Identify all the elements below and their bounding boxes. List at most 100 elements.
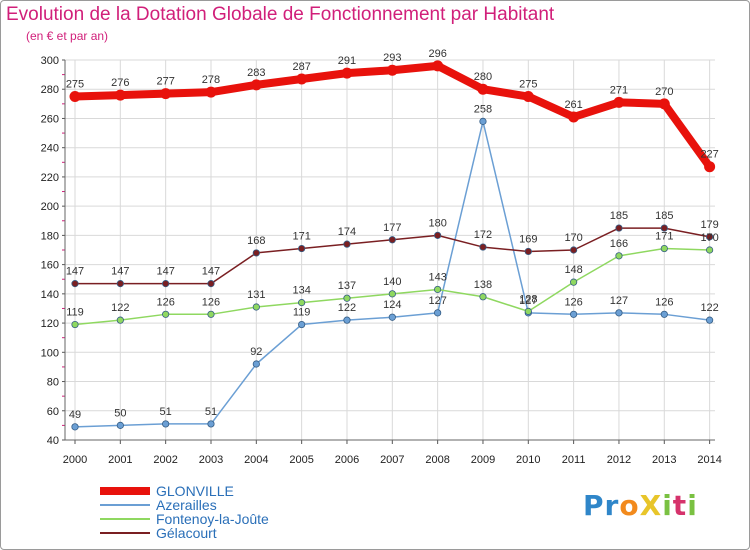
data-label: 126 — [564, 296, 582, 308]
data-label: 50 — [114, 407, 126, 419]
logo-letter: r — [604, 489, 620, 522]
data-label: 147 — [156, 266, 174, 278]
data-point — [434, 285, 442, 294]
y-tick-label: 280 — [41, 84, 59, 96]
data-point — [252, 360, 260, 368]
legend-label: Fontenoy-la-Joûte — [156, 511, 269, 527]
data-point — [706, 233, 714, 241]
data-label: 170 — [564, 232, 582, 244]
data-point — [568, 111, 580, 123]
y-tick-label: 160 — [41, 260, 59, 272]
y-tick-label: 220 — [41, 172, 59, 184]
y-tick-label: 60 — [47, 406, 59, 418]
logo-letter: i — [687, 489, 698, 522]
data-label: 143 — [428, 271, 446, 283]
data-point — [479, 117, 487, 125]
x-tick-label: 2010 — [516, 454, 540, 466]
data-point — [114, 89, 126, 101]
data-point — [524, 247, 532, 256]
data-label: 169 — [519, 233, 537, 245]
y-tick-label: 260 — [41, 113, 59, 125]
data-label: 147 — [111, 266, 129, 278]
x-tick-label: 2003 — [199, 454, 223, 466]
data-point — [71, 423, 79, 431]
data-point — [298, 299, 306, 307]
data-point — [479, 243, 487, 251]
data-point — [386, 64, 398, 76]
data-label: 168 — [247, 235, 265, 247]
chart-subtitle: (en € et par an) — [26, 29, 109, 43]
data-point — [432, 60, 444, 72]
data-label: 261 — [564, 99, 582, 111]
data-point — [570, 278, 578, 286]
data-label: 171 — [292, 231, 310, 243]
data-label: 148 — [564, 264, 582, 276]
legend-swatch — [100, 487, 150, 495]
data-label: 134 — [292, 285, 310, 297]
data-point — [116, 280, 124, 288]
data-point — [524, 307, 532, 315]
y-tick-label: 240 — [41, 143, 59, 155]
logo-letter: t — [672, 489, 688, 522]
data-point — [252, 249, 260, 257]
data-label: 128 — [519, 293, 537, 305]
data-label: 287 — [292, 61, 310, 73]
data-point — [388, 236, 396, 244]
data-label: 172 — [474, 229, 492, 241]
data-label: 276 — [111, 77, 129, 89]
x-tick-label: 2012 — [607, 454, 631, 466]
data-point — [660, 310, 668, 318]
data-point — [522, 91, 534, 103]
data-point — [343, 294, 351, 302]
data-point — [250, 79, 262, 91]
data-point — [71, 280, 79, 288]
logo-letter: i — [662, 489, 673, 522]
data-label: 171 — [655, 231, 673, 243]
data-point — [660, 244, 668, 253]
data-label: 296 — [428, 48, 446, 60]
data-point — [615, 309, 623, 317]
data-point — [160, 88, 172, 100]
data-label: 174 — [338, 226, 356, 238]
data-label: 291 — [338, 55, 356, 67]
data-point — [660, 224, 668, 232]
data-label: 127 — [519, 295, 537, 307]
data-label: 278 — [202, 74, 220, 86]
legend-item: Gélacourt — [100, 525, 360, 541]
data-point — [341, 67, 353, 79]
data-label: 283 — [247, 67, 265, 79]
data-point — [116, 316, 124, 324]
data-label: 147 — [66, 266, 84, 278]
data-point — [615, 224, 623, 232]
data-label: 227 — [700, 149, 718, 161]
x-tick-label: 2008 — [425, 454, 449, 466]
x-tick-label: 2007 — [380, 454, 404, 466]
legend-item: Fontenoy-la-Joûte — [100, 511, 360, 527]
data-label: 258 — [474, 103, 492, 115]
y-tick-label: 100 — [41, 347, 59, 359]
data-label: 126 — [202, 296, 220, 308]
chart-title: Evolution de la Dotation Globale de Fonc… — [6, 4, 555, 25]
data-point — [296, 73, 308, 85]
legend-item: Azerailles — [100, 497, 360, 513]
data-point — [252, 303, 260, 311]
x-tick-label: 2005 — [289, 454, 313, 466]
data-point — [388, 313, 396, 321]
data-point — [706, 246, 714, 254]
plot-area — [65, 60, 715, 440]
data-label: 122 — [338, 302, 356, 314]
x-tick-label: 2014 — [697, 454, 721, 466]
data-label: 119 — [293, 307, 311, 319]
legend-swatch — [100, 518, 150, 520]
data-label: 122 — [700, 302, 718, 314]
y-tick-label: 300 — [41, 55, 59, 67]
legend-label: Azerailles — [156, 497, 217, 513]
x-tick-label: 2000 — [63, 454, 87, 466]
x-tick-label: 2009 — [471, 454, 495, 466]
data-label: 124 — [383, 299, 401, 311]
data-label: 131 — [247, 289, 265, 301]
data-point — [162, 280, 170, 288]
data-label: 270 — [655, 86, 673, 98]
data-point — [71, 320, 79, 329]
